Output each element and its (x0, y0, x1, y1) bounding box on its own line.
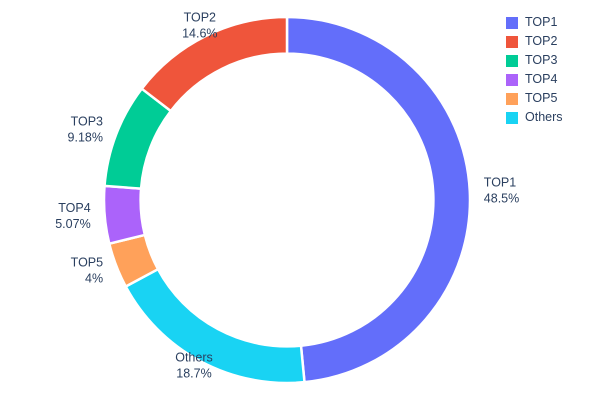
legend-item-top5[interactable]: TOP5 (506, 92, 563, 105)
legend-item-top2[interactable]: TOP2 (506, 35, 563, 48)
slice-label-top5: TOP5 4% (71, 256, 103, 286)
legend-label-top1: TOP1 (525, 15, 558, 29)
slice-top1[interactable] (285, 15, 472, 384)
slice-label-top4: TOP4 5.07% (55, 201, 91, 231)
slice-top2[interactable] (140, 15, 289, 113)
legend-swatch-top1 (506, 16, 518, 29)
legend-item-top3[interactable]: TOP3 (506, 54, 563, 67)
slice-labels: TOP1 48.5% Others 18.7% TOP5 4% TOP4 5.07% TOP3 9… (55, 10, 519, 380)
legend-swatch-top2 (506, 35, 518, 48)
slice-label-top1: TOP1 48.5% (484, 176, 519, 206)
legend-label-top4: TOP4 (525, 72, 558, 86)
legend-swatch-others (506, 111, 518, 124)
legend-label-others: Others (525, 110, 563, 124)
legend-swatch-top4 (506, 73, 518, 86)
slice-top4[interactable] (102, 184, 147, 245)
slice-others[interactable] (124, 267, 306, 385)
legend-item-others[interactable]: Others (506, 111, 563, 124)
legend-swatch-top3 (506, 54, 518, 67)
slice-label-top3: TOP3 9.18% (68, 115, 104, 145)
legend: TOP1 TOP2 TOP3 TOP4 TOP5 Others (506, 16, 563, 124)
legend-item-top1[interactable]: TOP1 (506, 16, 563, 29)
legend-item-top4[interactable]: TOP4 (506, 73, 563, 86)
slice-label-others: Others 18.7% (175, 351, 213, 381)
legend-swatch-top5 (506, 92, 518, 105)
slice-label-top2: TOP2 14.6% (182, 10, 217, 40)
donut-slices (102, 15, 472, 385)
legend-label-top5: TOP5 (525, 91, 558, 105)
legend-label-top2: TOP2 (525, 34, 558, 48)
legend-label-top3: TOP3 (525, 53, 558, 67)
